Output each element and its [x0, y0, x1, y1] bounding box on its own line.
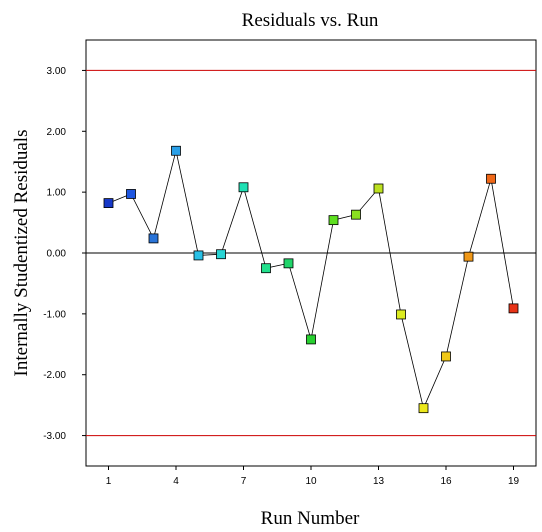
limit-lines	[86, 69, 536, 437]
x-axis-label: Run Number	[261, 508, 360, 529]
data-point	[508, 303, 519, 314]
data-point	[351, 209, 361, 220]
x-tick-label: 4	[173, 476, 179, 487]
x-tick-label: 19	[508, 476, 520, 487]
data-point	[171, 145, 181, 156]
data-point	[486, 173, 496, 184]
data-point	[396, 309, 406, 320]
y-tick-label: 0.00	[47, 249, 67, 260]
x-tick-label: 13	[373, 476, 385, 487]
data-points	[103, 145, 519, 414]
y-tick-label: 2.00	[47, 127, 67, 138]
data-point	[328, 215, 339, 226]
y-tick-label: -1.00	[43, 309, 66, 320]
data-point	[103, 198, 114, 208]
y-axis: 3.00 2.00 1.00 0.00 -1.00 -2.00 -3.00	[43, 66, 86, 442]
data-point	[238, 182, 249, 193]
data-point	[283, 258, 294, 269]
chart-title: Residuals vs. Run	[242, 10, 379, 31]
y-tick-label: 3.00	[47, 66, 67, 77]
x-tick-label: 1	[106, 476, 112, 487]
x-axis: 1 4 7 10 13 16 19	[106, 466, 520, 487]
y-tick-label: 1.00	[47, 188, 67, 199]
x-tick-label: 16	[440, 476, 452, 487]
data-point	[126, 189, 136, 199]
data-point	[306, 334, 316, 345]
y-tick-label: -2.00	[43, 370, 66, 381]
data-point	[261, 263, 271, 274]
y-tick-label: -3.00	[43, 431, 66, 442]
data-point	[148, 233, 159, 244]
data-point	[216, 249, 226, 260]
data-point	[418, 403, 429, 414]
x-tick-label: 10	[305, 476, 317, 487]
data-point	[373, 183, 384, 194]
x-tick-label: 7	[241, 476, 247, 487]
data-point	[193, 250, 204, 261]
data-point	[441, 351, 451, 362]
data-point	[463, 251, 474, 262]
y-axis-label: Internally Studentized Residuals	[11, 130, 32, 377]
